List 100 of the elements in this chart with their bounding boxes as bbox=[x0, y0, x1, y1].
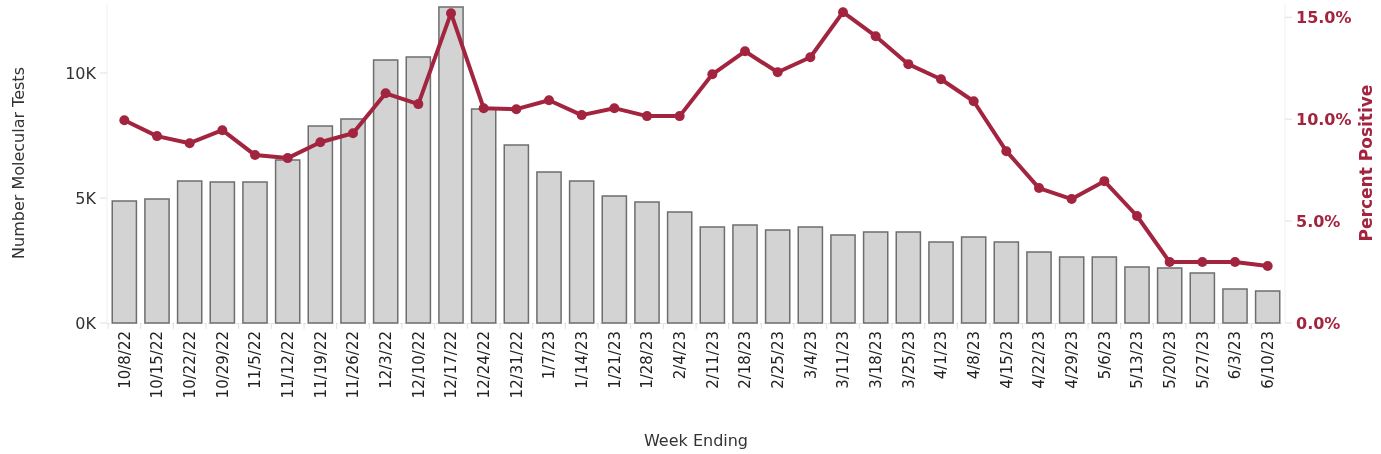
x-tick-label: 10/15/22 bbox=[148, 331, 167, 399]
point bbox=[380, 88, 391, 99]
x-tick-label: 2/11/23 bbox=[703, 331, 722, 389]
point bbox=[870, 31, 881, 42]
y2-tick-label: 5.0% bbox=[1296, 211, 1341, 231]
x-tick-label: 12/3/22 bbox=[376, 331, 395, 389]
bar bbox=[699, 226, 726, 324]
x-tick-label: 11/19/22 bbox=[311, 331, 330, 399]
point bbox=[838, 7, 848, 18]
x-tick-label: 5/13/23 bbox=[1128, 331, 1147, 389]
bar bbox=[634, 201, 660, 324]
bar bbox=[732, 224, 758, 324]
x-tick-label: 3/4/23 bbox=[801, 331, 820, 380]
point bbox=[119, 115, 130, 126]
point bbox=[740, 46, 750, 57]
bar bbox=[797, 226, 824, 324]
x-tick-label: 1/7/23 bbox=[540, 331, 559, 380]
bar bbox=[1026, 251, 1052, 324]
x-tick-label: 12/31/22 bbox=[507, 331, 526, 399]
bar bbox=[830, 234, 856, 324]
bar bbox=[405, 56, 432, 324]
point bbox=[282, 153, 293, 164]
y-tick-label: 10K bbox=[65, 63, 97, 83]
point bbox=[478, 103, 489, 114]
bar bbox=[1189, 272, 1216, 324]
bar bbox=[568, 180, 595, 324]
x-tick-label: 4/29/23 bbox=[1062, 331, 1081, 389]
y2-tick-label: 15.0% bbox=[1296, 7, 1352, 27]
bar bbox=[1058, 256, 1085, 324]
y-tick-label: 5K bbox=[75, 188, 97, 208]
x-tick-label: 10/22/22 bbox=[180, 331, 199, 399]
y-axis-title: Number Molecular Tests bbox=[9, 67, 28, 259]
point bbox=[1164, 257, 1175, 268]
bar bbox=[438, 6, 464, 324]
bar bbox=[111, 200, 138, 324]
x-tick-label: 5/6/23 bbox=[1095, 331, 1114, 380]
x-tick-label: 6/10/23 bbox=[1258, 331, 1277, 389]
point bbox=[707, 69, 718, 80]
bar bbox=[242, 181, 268, 324]
point bbox=[413, 99, 424, 110]
point bbox=[184, 138, 195, 149]
bar bbox=[862, 231, 889, 324]
x-tick-label: 11/26/22 bbox=[344, 331, 363, 399]
bar bbox=[340, 118, 366, 324]
point bbox=[903, 59, 914, 70]
y2-axis-title: Percent Positive bbox=[1356, 84, 1376, 242]
bar bbox=[895, 231, 922, 324]
point bbox=[609, 103, 620, 114]
x-tick-label: 1/28/23 bbox=[638, 331, 657, 389]
point bbox=[217, 125, 228, 136]
bar bbox=[928, 241, 954, 324]
x-tick-label: 11/5/22 bbox=[246, 331, 265, 389]
bar bbox=[307, 125, 334, 324]
x-tick-label: 5/20/23 bbox=[1160, 331, 1179, 389]
bar bbox=[666, 211, 693, 324]
point bbox=[152, 131, 162, 142]
bar bbox=[993, 241, 1020, 324]
bar bbox=[1124, 266, 1150, 324]
point bbox=[1034, 183, 1044, 194]
bar bbox=[601, 195, 628, 324]
bar bbox=[1254, 290, 1281, 324]
x-axis-title: Week Ending bbox=[643, 431, 749, 450]
x-tick-label: 12/10/22 bbox=[409, 331, 428, 399]
x-tick-label: 2/18/23 bbox=[736, 331, 755, 389]
x-tick-label: 12/24/22 bbox=[474, 331, 493, 399]
y-tick-label: 0K bbox=[75, 313, 97, 333]
x-tick-label: 4/1/23 bbox=[932, 331, 951, 380]
x-tick-label: 2/25/23 bbox=[768, 331, 787, 389]
x-tick-label: 5/27/23 bbox=[1193, 331, 1212, 389]
point bbox=[968, 96, 979, 107]
bar bbox=[536, 171, 562, 324]
point bbox=[1197, 257, 1208, 268]
y2-tick-label: 10.0% bbox=[1296, 109, 1352, 129]
bar bbox=[764, 229, 791, 324]
point bbox=[544, 95, 554, 106]
x-tick-label: 11/12/22 bbox=[278, 331, 297, 399]
point bbox=[1132, 210, 1142, 221]
bar bbox=[1156, 267, 1183, 324]
point bbox=[805, 52, 816, 63]
point bbox=[348, 128, 358, 139]
x-tick-label: 3/25/23 bbox=[899, 331, 918, 389]
x-tick-label: 4/22/23 bbox=[1030, 331, 1049, 389]
x-tick-label: 4/8/23 bbox=[964, 331, 983, 380]
point bbox=[511, 104, 522, 115]
x-tick-label: 10/8/22 bbox=[115, 331, 134, 389]
bar bbox=[1091, 256, 1118, 324]
point bbox=[674, 111, 685, 122]
x-tick-label: 4/15/23 bbox=[997, 331, 1016, 389]
point bbox=[315, 137, 326, 148]
point bbox=[1099, 176, 1110, 187]
point bbox=[1066, 194, 1077, 205]
x-tick-label: 3/18/23 bbox=[866, 331, 885, 389]
point bbox=[576, 110, 587, 121]
x-tick-label: 6/3/23 bbox=[1226, 331, 1245, 380]
bar bbox=[209, 181, 236, 324]
bar bbox=[1222, 288, 1248, 324]
point bbox=[1001, 146, 1012, 157]
x-tick-label: 2/4/23 bbox=[670, 331, 689, 380]
x-tick-label: 10/29/22 bbox=[213, 331, 232, 399]
y2-tick-label: 0.0% bbox=[1296, 313, 1341, 333]
